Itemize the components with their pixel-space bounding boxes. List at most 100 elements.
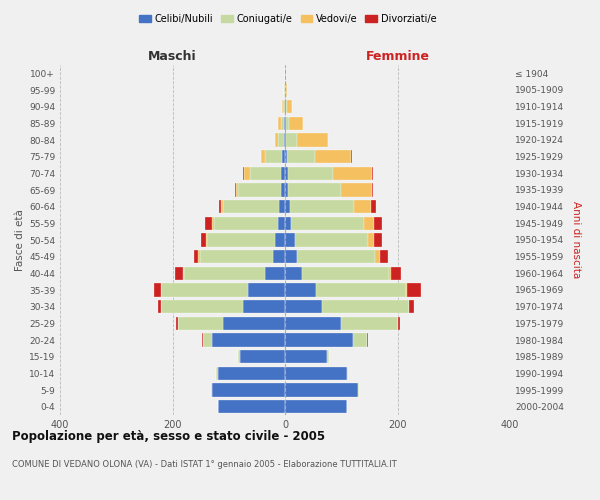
Bar xyxy=(243,300,285,314)
Bar xyxy=(283,100,285,114)
Bar xyxy=(221,200,223,213)
Legend: Celibi/Nubili, Coniugati/e, Vedovi/e, Divorziati/e: Celibi/Nubili, Coniugati/e, Vedovi/e, Di… xyxy=(136,10,440,28)
Bar xyxy=(298,250,375,264)
Bar xyxy=(285,400,347,413)
Text: Femmine: Femmine xyxy=(365,50,430,62)
Bar xyxy=(278,216,285,230)
Bar xyxy=(265,150,282,164)
Bar xyxy=(161,300,243,314)
Bar xyxy=(398,316,400,330)
Bar xyxy=(217,366,218,380)
Bar xyxy=(218,366,285,380)
Bar xyxy=(406,284,407,296)
Bar xyxy=(218,400,285,413)
Bar xyxy=(158,300,161,314)
Bar xyxy=(248,284,285,296)
Bar xyxy=(194,250,199,264)
Bar xyxy=(281,116,284,130)
Bar xyxy=(380,250,388,264)
Bar xyxy=(288,184,341,196)
Bar xyxy=(285,234,295,246)
Bar xyxy=(287,100,292,114)
Y-axis label: Fasce di età: Fasce di età xyxy=(15,209,25,271)
Bar xyxy=(238,350,240,364)
Bar xyxy=(285,266,302,280)
Bar xyxy=(212,334,285,346)
Bar xyxy=(409,300,414,314)
Bar xyxy=(285,366,347,380)
Bar xyxy=(240,350,285,364)
Bar xyxy=(285,150,287,164)
Bar xyxy=(281,166,285,180)
Bar xyxy=(278,116,281,130)
Bar xyxy=(161,284,248,296)
Bar xyxy=(261,150,265,164)
Bar xyxy=(285,284,316,296)
Bar xyxy=(285,134,286,146)
Bar xyxy=(244,166,250,180)
Bar xyxy=(212,216,214,230)
Bar xyxy=(212,384,285,396)
Text: Popolazione per età, sesso e stato civile - 2005: Popolazione per età, sesso e stato civil… xyxy=(12,430,325,443)
Bar xyxy=(206,234,208,246)
Bar xyxy=(285,200,290,213)
Bar xyxy=(364,216,374,230)
Bar xyxy=(341,184,372,196)
Bar xyxy=(272,250,285,264)
Bar xyxy=(286,134,298,146)
Bar xyxy=(371,200,376,213)
Bar xyxy=(327,350,329,364)
Bar xyxy=(374,216,382,230)
Bar xyxy=(200,234,206,246)
Bar xyxy=(285,334,353,346)
Bar xyxy=(316,284,406,296)
Bar xyxy=(285,166,288,180)
Bar xyxy=(184,266,265,280)
Bar xyxy=(250,166,281,180)
Bar xyxy=(391,266,401,280)
Bar xyxy=(286,84,287,96)
Bar xyxy=(302,266,389,280)
Bar xyxy=(281,184,285,196)
Bar xyxy=(223,316,285,330)
Bar xyxy=(298,134,328,146)
Bar xyxy=(178,316,223,330)
Y-axis label: Anni di nascita: Anni di nascita xyxy=(571,202,581,278)
Bar xyxy=(295,234,368,246)
Bar xyxy=(285,116,286,130)
Bar xyxy=(288,166,333,180)
Bar xyxy=(375,250,380,264)
Bar xyxy=(374,234,382,246)
Bar xyxy=(287,150,315,164)
Bar xyxy=(208,234,275,246)
Bar xyxy=(368,234,374,246)
Bar xyxy=(285,184,288,196)
Bar xyxy=(341,316,398,330)
Bar xyxy=(176,316,178,330)
Bar xyxy=(290,200,354,213)
Bar xyxy=(286,116,289,130)
Bar xyxy=(284,116,285,130)
Bar xyxy=(282,100,283,114)
Text: Maschi: Maschi xyxy=(148,50,197,62)
Bar xyxy=(286,100,287,114)
Bar xyxy=(353,334,367,346)
Bar xyxy=(282,150,285,164)
Bar xyxy=(223,200,280,213)
Bar xyxy=(407,284,421,296)
Bar xyxy=(284,134,285,146)
Bar xyxy=(333,166,372,180)
Bar xyxy=(280,200,285,213)
Bar xyxy=(389,266,391,280)
Bar xyxy=(285,316,341,330)
Bar xyxy=(315,150,352,164)
Bar xyxy=(275,234,285,246)
Bar xyxy=(238,184,281,196)
Bar xyxy=(290,216,364,230)
Bar xyxy=(203,334,212,346)
Bar xyxy=(289,116,303,130)
Bar xyxy=(278,134,284,146)
Bar xyxy=(285,250,298,264)
Bar xyxy=(354,200,371,213)
Bar xyxy=(322,300,409,314)
